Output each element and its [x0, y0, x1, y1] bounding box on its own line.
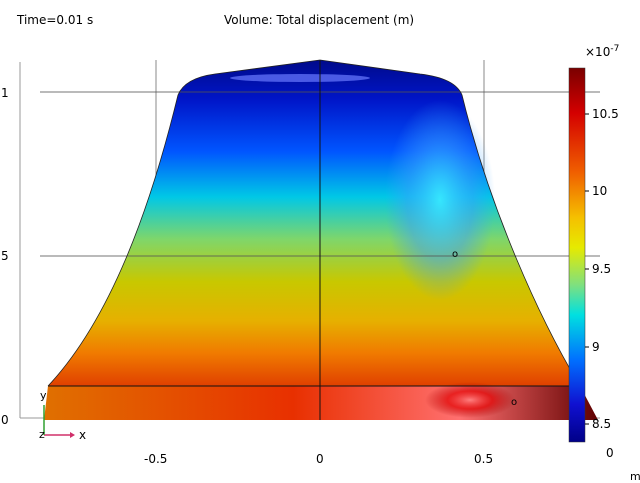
- triad-x-arrowhead: [70, 432, 75, 438]
- cbar-exponent-base: ×10: [585, 45, 611, 59]
- plot-title: Volume: Total displacement (m): [224, 13, 415, 27]
- marker-b: o: [511, 397, 518, 408]
- x-tick-0: 0: [316, 452, 324, 466]
- cbar-exponent: ×10-7: [585, 44, 619, 59]
- cbar-tick-105: 10.5: [592, 107, 619, 121]
- colorbar: [568, 67, 586, 443]
- cbar-exponent-power: -7: [610, 44, 620, 54]
- cbar-min-label: 0: [606, 446, 614, 460]
- cbar-tick-10: 10: [592, 184, 608, 198]
- body-outline: [47, 59, 581, 387]
- red-highlight: [425, 382, 515, 418]
- top-sheen: [230, 74, 370, 82]
- x-tick-neg05: -0.5: [144, 452, 168, 466]
- cyan-highlight: [385, 100, 495, 300]
- triad-x-label: x: [79, 428, 87, 442]
- marker-a: o: [452, 249, 459, 260]
- x-unit-label: m: [630, 470, 640, 483]
- cbar-tick-85: 8.5: [592, 417, 612, 431]
- cbar-tick-95: 9.5: [592, 262, 612, 276]
- triad-z-label: z: [39, 428, 45, 441]
- triad-y-label: y: [40, 389, 47, 402]
- y-tick-5: 5: [1, 249, 9, 263]
- cbar-tick-9: 9: [592, 340, 600, 354]
- geometry-body[interactable]: [48, 60, 580, 386]
- y-tick-0: 0: [1, 413, 9, 427]
- x-tick-05: 0.5: [474, 452, 494, 466]
- time-label: Time=0.01 s: [17, 13, 94, 27]
- y-tick-1: 1: [1, 86, 9, 100]
